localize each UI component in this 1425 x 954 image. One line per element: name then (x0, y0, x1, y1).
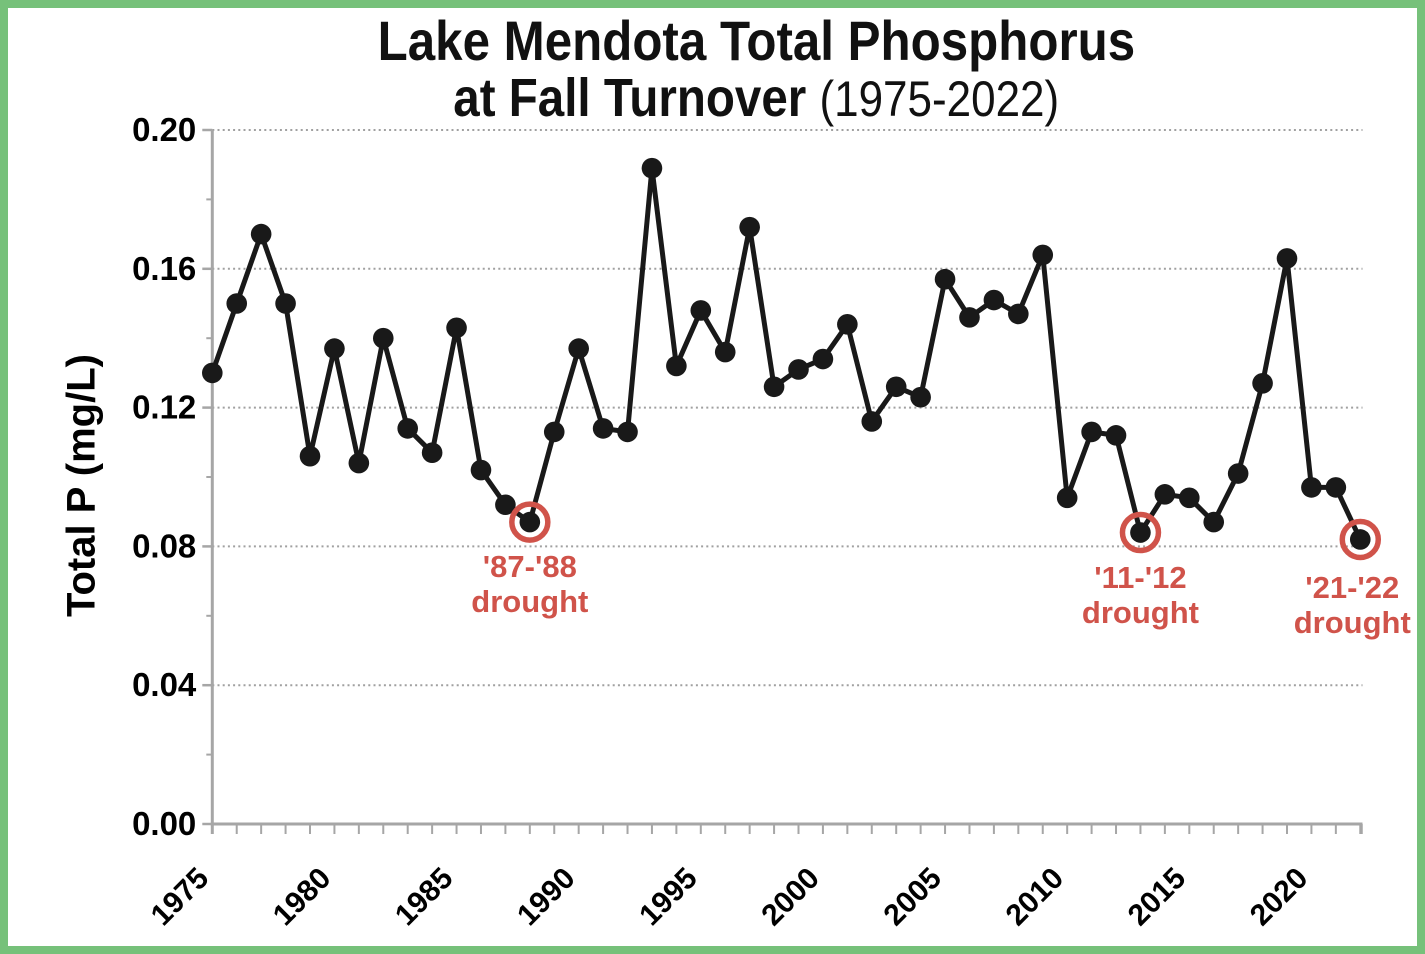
y-tick-label: 0.08 (132, 527, 196, 564)
y-tick-label: 0.20 (132, 111, 196, 148)
data-point (1105, 425, 1127, 446)
data-point (1081, 421, 1102, 443)
annotation-line2: drought (1293, 605, 1411, 641)
data-point (861, 411, 883, 432)
data-point (1276, 248, 1298, 269)
data-point (1349, 529, 1371, 550)
data-point (1325, 477, 1347, 498)
x-tick-label: 2020 (1244, 862, 1315, 933)
data-point (690, 300, 712, 321)
data-point (1130, 522, 1151, 543)
chart-title: Lake Mendota Total Phosphorus at Fall Tu… (52, 9, 1417, 126)
data-point (250, 223, 272, 245)
drought-circle (509, 501, 551, 543)
data-point (641, 157, 663, 179)
drought-annotation-1988: '87-'88 drought (435, 549, 625, 619)
data-point (763, 376, 785, 398)
x-tick-label: 1985 (389, 862, 460, 933)
data-point (1008, 303, 1029, 325)
chart-title-line1: Lake Mendota Total Phosphorus (377, 9, 1136, 72)
x-tick-label: 1995 (633, 862, 704, 933)
chart-title-line2-main: at Fall Turnover (453, 68, 820, 129)
data-point (372, 327, 394, 349)
annotation-line1: '87-'88 (482, 549, 577, 585)
data-point (348, 452, 370, 474)
x-tick-label: 2015 (1122, 862, 1193, 933)
annotation-line1: '11-'12 (1094, 559, 1187, 595)
y-tick-label: 0.16 (132, 250, 196, 287)
annotation-line2: drought (1081, 594, 1199, 630)
data-point (446, 317, 467, 339)
x-tick-label: 2010 (1000, 862, 1071, 933)
data-line (209, 165, 1363, 542)
data-point (934, 268, 956, 290)
data-point (1032, 244, 1054, 266)
line-chart-plot: 0.00 0.04 0.08 0.12 0.16 0.20 1975 1980 1985 1990… (132, 111, 1382, 933)
data-point (275, 293, 296, 314)
data-point (324, 338, 345, 359)
y-tick-label: 0.04 (132, 666, 197, 703)
data-point (421, 442, 443, 464)
data-point (812, 348, 834, 370)
drought-annotation-2022: '21-'22 drought (1257, 570, 1417, 641)
data-point (543, 421, 565, 443)
data-point (739, 216, 760, 238)
drought-circle (1119, 511, 1162, 554)
y-tick-label: 0.12 (132, 389, 196, 426)
data-point (1301, 477, 1322, 498)
data-point (837, 314, 858, 335)
y-tick-label: 0.00 (132, 805, 196, 842)
data-point (226, 293, 248, 314)
data-point (1056, 487, 1078, 509)
annotation-line2: drought (471, 584, 589, 620)
data-point (788, 359, 809, 380)
data-point (495, 494, 516, 516)
data-point (910, 386, 931, 408)
x-tick-label: 1990 (511, 862, 582, 933)
chart-title-line2: at Fall Turnover (1975-2022) (454, 71, 1060, 126)
drought-annotation-2013: '11-'12 drought (1045, 560, 1235, 630)
data-point (617, 421, 638, 443)
data-point (1227, 463, 1249, 484)
data-point (568, 338, 589, 359)
data-point (885, 376, 907, 398)
data-point (470, 459, 492, 481)
data-point (714, 341, 736, 363)
data-point (1203, 511, 1225, 533)
x-tick-label: 2000 (755, 862, 826, 933)
data-point (959, 307, 980, 328)
x-tick-label: 1975 (145, 862, 216, 933)
data-point (1179, 487, 1200, 509)
data-point (666, 355, 687, 377)
data-point (202, 362, 223, 384)
data-point (397, 418, 419, 439)
data-point (519, 511, 541, 533)
data-point (299, 445, 321, 467)
data-point (983, 289, 1005, 311)
drought-circle (1339, 518, 1382, 561)
chart-title-year-range: (1975-2022) (819, 71, 1060, 128)
annotation-line1: '21-'22 (1305, 570, 1400, 606)
x-tick-label: 1980 (267, 862, 338, 933)
x-tick-label: 2005 (877, 862, 948, 933)
data-point (1154, 484, 1176, 505)
data-point (1252, 373, 1273, 394)
data-point (592, 418, 614, 439)
